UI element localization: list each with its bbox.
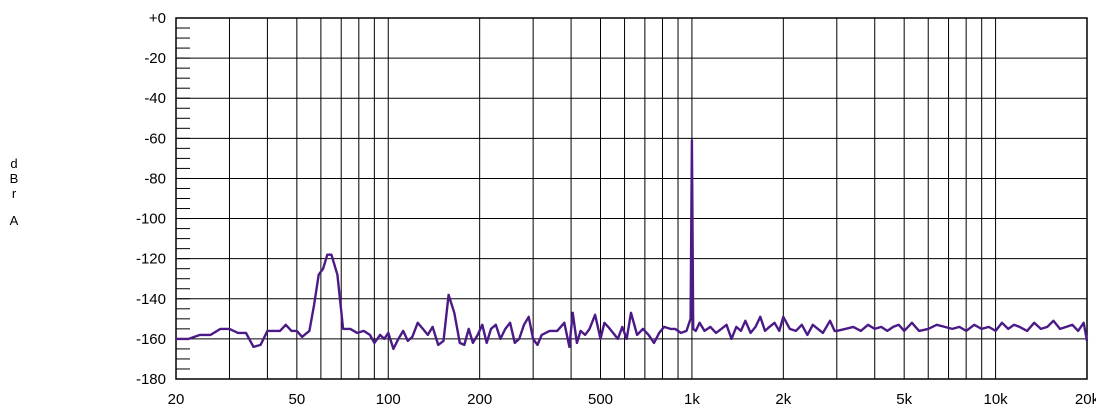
- y-tick-label: +0: [149, 10, 166, 27]
- series-group: [176, 139, 1089, 351]
- series-line-0: [176, 139, 1089, 351]
- y-axis-label-char: d: [10, 156, 17, 171]
- x-tick-label: 1k: [684, 391, 700, 408]
- x-tick-label: 5k: [896, 391, 912, 408]
- x-tick-labels: 20 50 100 200 500 1k 2k 5k 10k 20k: [168, 391, 1096, 408]
- y-axis-label-char: r: [12, 186, 17, 201]
- y-axis-label-char: A: [10, 213, 19, 228]
- x-tick-label: 10k: [983, 391, 1008, 408]
- y-tick-label: -100: [136, 211, 166, 228]
- y-tick-label: -120: [136, 251, 166, 268]
- y-tick-label: -160: [136, 331, 166, 348]
- grid: [175, 17, 1088, 380]
- x-tick-label: 100: [376, 391, 401, 408]
- y-tick-label: -80: [144, 170, 166, 187]
- y-tick-label: -180: [136, 371, 166, 388]
- x-tick-label: 20k: [1075, 391, 1096, 408]
- x-tick-label: 200: [467, 391, 492, 408]
- y-tick-label: -40: [144, 90, 166, 107]
- minor-ticks: [176, 17, 190, 380]
- x-tick-label: 2k: [775, 391, 791, 408]
- y-tick-label: -60: [144, 130, 166, 147]
- y-tick-label: -140: [136, 291, 166, 308]
- y-tick-label: -20: [144, 50, 166, 67]
- y-tick-labels: +0 -20 -40 -60 -80 -100 -120 -140 -160 -180: [136, 10, 166, 388]
- x-tick-label: 500: [588, 391, 613, 408]
- y-axis-label-char: B: [10, 171, 19, 186]
- x-tick-label: 20: [168, 391, 185, 408]
- x-tick-label: 50: [288, 391, 305, 408]
- plot-frame: [175, 17, 1088, 380]
